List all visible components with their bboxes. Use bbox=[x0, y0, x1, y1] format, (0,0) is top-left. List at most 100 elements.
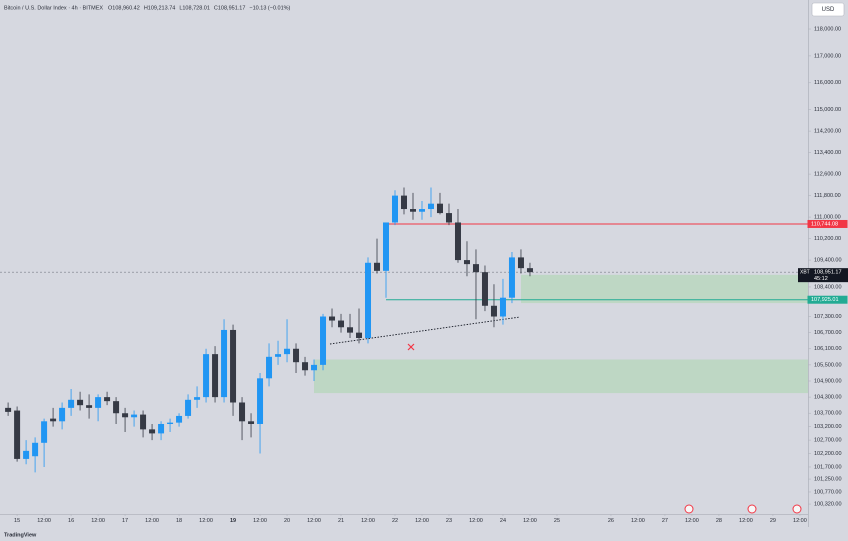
x-tick-label: 12:00 bbox=[145, 518, 159, 524]
ohlc-value: H109,213.74 bbox=[144, 5, 176, 11]
candle-body bbox=[356, 332, 363, 339]
y-tick-label: 107,300.00 bbox=[814, 314, 842, 320]
candle-body bbox=[409, 209, 416, 212]
candle-body bbox=[311, 364, 318, 371]
currency-button[interactable] bbox=[811, 2, 845, 17]
candle-body bbox=[23, 450, 30, 459]
x-tick-label: 19 bbox=[230, 518, 236, 524]
last-price-label: 108,951.17 bbox=[814, 270, 842, 276]
x-tick-label: 12:00 bbox=[739, 518, 753, 524]
candle-body bbox=[499, 297, 506, 317]
candle-body bbox=[418, 209, 425, 212]
event-flags bbox=[684, 504, 802, 514]
x-tick-label: 12:00 bbox=[199, 518, 213, 524]
y-tick-label: 100,320.00 bbox=[814, 502, 842, 508]
x-tick-label: 17 bbox=[122, 518, 128, 524]
candle-body bbox=[68, 399, 75, 408]
candle-body bbox=[401, 195, 407, 210]
y-tick-label: 106,700.00 bbox=[814, 330, 842, 336]
candle-body bbox=[293, 348, 300, 363]
candle-body bbox=[284, 348, 291, 355]
candle-body bbox=[149, 429, 156, 434]
y-tick-label: 106,100.00 bbox=[814, 346, 842, 352]
y-tick-label: 101,700.00 bbox=[814, 464, 842, 470]
x-tick-label: 26 bbox=[608, 518, 614, 524]
x-tick-label: 22 bbox=[392, 518, 398, 524]
level-label: 107,925.01 bbox=[811, 297, 839, 303]
x-tick-label: 12:00 bbox=[91, 518, 105, 524]
y-tick-label: 109,400.00 bbox=[814, 258, 842, 264]
x-tick-label: 23 bbox=[446, 518, 452, 524]
currency[interactable]: USD bbox=[822, 7, 835, 13]
x-tick-label: 12:00 bbox=[37, 518, 51, 524]
candle-body bbox=[203, 354, 210, 398]
x-tick-label: 12:00 bbox=[523, 518, 537, 524]
ohlc-value: −10.13 (−0.01%) bbox=[249, 5, 290, 11]
candle-body bbox=[32, 442, 39, 457]
countdown: 45:12 bbox=[814, 276, 828, 282]
x-marker bbox=[407, 343, 415, 351]
candle-body bbox=[230, 329, 237, 403]
candle-body bbox=[185, 399, 192, 416]
candle-body bbox=[176, 415, 183, 423]
x-tick-label: 28 bbox=[716, 518, 722, 524]
x-tick-label: 12:00 bbox=[361, 518, 375, 524]
y-tick-label: 102,700.00 bbox=[814, 438, 842, 444]
demand-zone bbox=[520, 274, 808, 304]
candle-body bbox=[158, 423, 165, 434]
level-label-box bbox=[807, 219, 848, 228]
x-tick-label: 12:00 bbox=[415, 518, 429, 524]
candle-body bbox=[481, 272, 488, 306]
candle-body bbox=[239, 402, 246, 422]
x-tick-label: 24 bbox=[500, 518, 506, 524]
candle-body bbox=[140, 414, 147, 430]
candle-body bbox=[257, 378, 264, 424]
candle-body bbox=[508, 257, 515, 298]
x-tick-label: 18 bbox=[176, 518, 182, 524]
candle-body bbox=[194, 397, 201, 400]
candle-body bbox=[454, 222, 461, 261]
candle-body bbox=[526, 268, 533, 273]
candle-body bbox=[463, 260, 470, 265]
header: Bitcoin / U.S. Dollar Index · 4h · BITME… bbox=[4, 5, 103, 11]
candle-body bbox=[212, 354, 219, 398]
level-label: 110,744.08 bbox=[811, 221, 838, 227]
candle-body bbox=[122, 413, 129, 418]
candle-body bbox=[104, 397, 111, 402]
x-tick-label: 12:00 bbox=[631, 518, 645, 524]
candle-body bbox=[5, 407, 12, 412]
candle-body bbox=[266, 356, 273, 379]
last-price-box bbox=[798, 268, 848, 283]
demand-zone bbox=[314, 359, 808, 394]
candle-body bbox=[517, 257, 524, 269]
y-tick-label: 100,770.00 bbox=[814, 489, 842, 495]
candle-body bbox=[248, 421, 255, 424]
candle-body bbox=[392, 195, 399, 223]
x-tick-label: 25 bbox=[554, 518, 560, 524]
y-tick-label: 110,200.00 bbox=[814, 236, 841, 242]
y-tick-label: 111,000.00 bbox=[814, 215, 841, 221]
candle-body bbox=[14, 410, 21, 459]
y-tick-label: 117,000.00 bbox=[814, 53, 841, 59]
candle-body bbox=[436, 203, 443, 214]
candle-body bbox=[86, 405, 93, 408]
ohlc-value: L108,728.01 bbox=[179, 5, 210, 11]
candle-body bbox=[472, 264, 479, 273]
x-tick-label: 12:00 bbox=[307, 518, 321, 524]
candle-body bbox=[113, 401, 120, 414]
candle-body bbox=[383, 222, 390, 271]
y-tick-label: 103,700.00 bbox=[814, 411, 842, 417]
ohlc-value: C108,951.17 bbox=[214, 5, 246, 11]
candle-body bbox=[427, 203, 434, 210]
candle-body bbox=[445, 213, 452, 223]
x-tick-label: 12:00 bbox=[469, 518, 483, 524]
ohlc-value: O108,960.42 bbox=[108, 5, 140, 11]
y-tick-label: 105,500.00 bbox=[814, 362, 842, 368]
x-tick-label: 12:00 bbox=[253, 518, 267, 524]
x-tick-label: 27 bbox=[662, 518, 668, 524]
symbol: Bitcoin / U.S. Dollar Index · 4h · BITME… bbox=[4, 5, 103, 11]
candle-body bbox=[50, 418, 57, 422]
x-tick-label: 21 bbox=[338, 518, 344, 524]
y-tick-label: 103,200.00 bbox=[814, 424, 842, 430]
